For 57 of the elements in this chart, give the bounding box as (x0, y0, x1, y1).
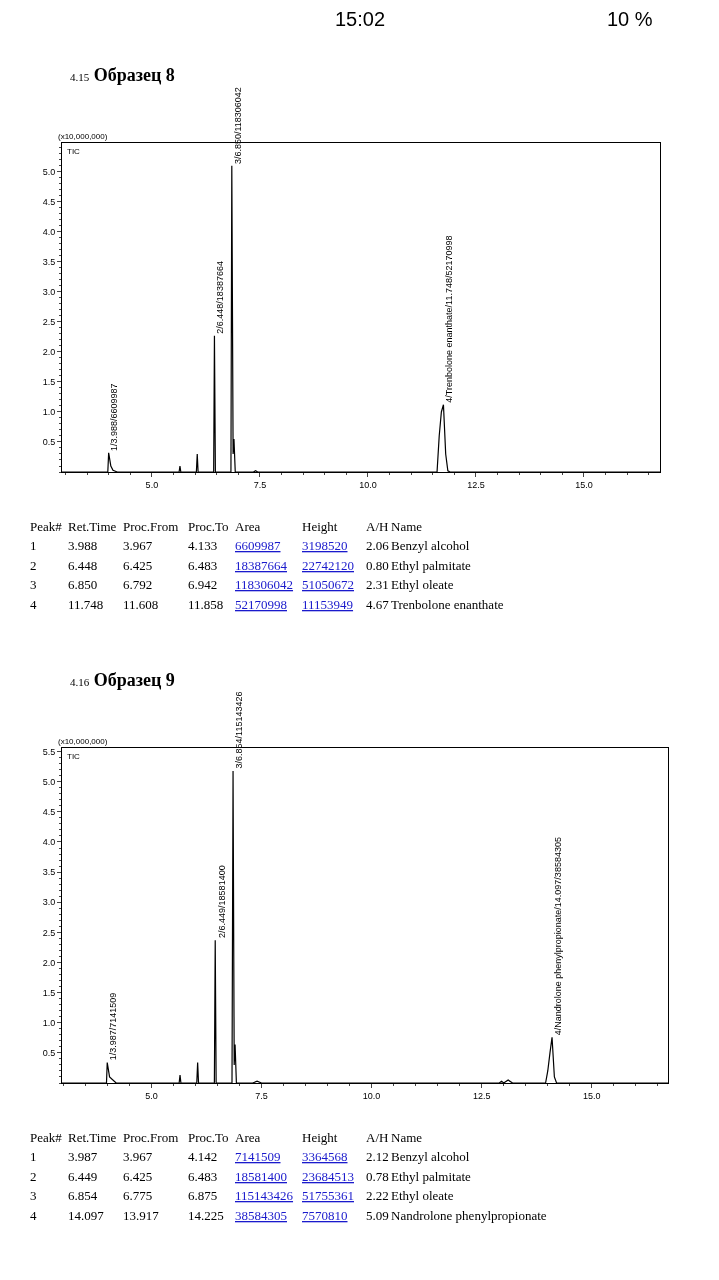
chart-title: 4.16 Образец 9 (70, 670, 175, 690)
text: 4 11.748 11.608 11.858 52170998 11153949 4.67 Trenbolone enanthate (30, 597, 504, 612)
text: 2 6.448 6.425 6.483 18387664 22742120 0.80 Ethyl palmitate (30, 558, 471, 573)
annotation: TIC (67, 752, 81, 761)
y-tick-label: 0.5 (42, 1048, 56, 1059)
annotation: 4/Trenbolone enanthate/11.748/52170998 (444, 235, 455, 403)
x-tick-label: 12.5 (472, 1090, 491, 1101)
x-tick-label: 7.5 (255, 1090, 268, 1101)
y-tick-label: 2.5 (42, 927, 56, 938)
y-tick-label: 1.0 (42, 1017, 56, 1028)
x-tick-label: 12.5 (467, 479, 485, 490)
x-tick-label: 7.5 (253, 479, 267, 490)
annotation: TIC (67, 147, 81, 156)
y-tick-label: 3.0 (42, 287, 56, 298)
text: Peak# Ret.Time Proc.From Proc.To Area Height A/H Name (30, 519, 423, 534)
annotation: 3/6.850/118306042 (232, 87, 243, 165)
y-tick-label: 1.5 (42, 987, 56, 998)
y-tick-label: 2.5 (42, 317, 56, 328)
y-tick-label: 5.0 (42, 776, 56, 787)
text: 1 3.988 3.967 4.133 6609987 3198520 2.06 Benzyl alcohol (30, 538, 470, 553)
annotation: 2/6.448/18387664 (215, 261, 226, 334)
text: 15:02 (335, 8, 386, 30)
x-tick-label: 15.0 (575, 479, 593, 490)
y-tick-label: 4.5 (42, 196, 56, 207)
y-tick-label: 5.0 (42, 166, 56, 177)
text: 4 14.097 13.917 14.225 38584305 7570810 5.09 Nandrolone phenylpropionate (30, 1208, 547, 1223)
annotation: 2/6.449/18581400 (216, 865, 227, 938)
x-tick-label: 5.0 (145, 1090, 158, 1101)
annotation: 3/6.854/115143426 (233, 691, 244, 769)
text: Peak# Ret.Time Proc.From Proc.To Area Height A/H Name (30, 1130, 423, 1145)
text: 3 6.854 6.775 6.875 115143426 51755361 2.22 Ethyl oleate (30, 1188, 454, 1203)
annotation: 1/3.988/6609987 (109, 383, 120, 451)
text: 2 6.449 6.425 6.483 18581400 23684513 0.78 Ethyl palmitate (30, 1169, 471, 1184)
y-tick-label: 1.0 (42, 407, 56, 418)
text: 1 3.987 3.967 4.142 7141509 3364568 2.12 Benzyl alcohol (30, 1149, 470, 1164)
y-tick-label: 4.0 (42, 837, 56, 848)
y-axis-title: (x10,000,000) (58, 132, 108, 141)
annotation: 4/Nandrolone phenylpropionate/14.097/38584305 (552, 837, 563, 1036)
x-tick-label: 10.0 (359, 479, 377, 490)
x-tick-label: 15.0 (583, 1090, 601, 1101)
x-tick-label: 10.0 (362, 1090, 381, 1101)
y-tick-label: 5.5 (42, 746, 56, 757)
y-tick-label: 2.0 (42, 957, 56, 968)
y-tick-label: 2.0 (42, 347, 56, 358)
annotation: 1/3.987/7141509 (108, 992, 119, 1061)
y-axis-title: (x10,000,000) (58, 737, 108, 746)
y-tick-label: 3.5 (42, 867, 56, 878)
x-tick-label: 5.0 (145, 479, 159, 490)
y-tick-label: 1.5 (42, 377, 56, 388)
y-tick-label: 4.5 (42, 807, 56, 818)
chart-title: 4.15 Образец 8 (70, 65, 175, 85)
y-tick-label: 3.5 (42, 257, 56, 268)
text: 10 % (607, 8, 653, 30)
y-tick-label: 3.0 (42, 897, 56, 908)
text: 3 6.850 6.792 6.942 118306042 51050672 2.31 Ethyl oleate (30, 577, 454, 592)
y-tick-label: 0.5 (42, 437, 56, 448)
y-tick-label: 4.0 (42, 227, 56, 237)
